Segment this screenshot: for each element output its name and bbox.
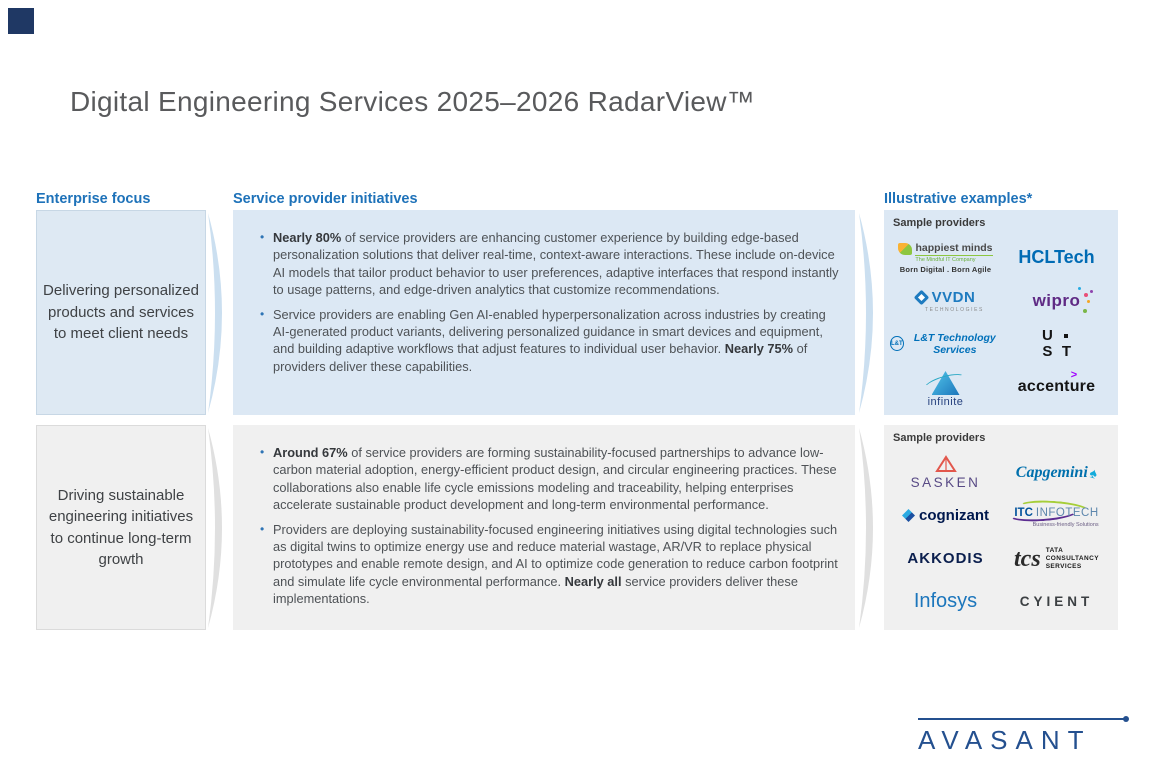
- logo-wipro: wipro: [1032, 286, 1094, 313]
- itc-infotech-wordmark: INFOTECH: [1035, 507, 1099, 519]
- tcs-subline-services: SERVICES: [1045, 562, 1082, 570]
- avasant-line-icon: [918, 716, 1129, 722]
- connector-arrow-gray-2: [859, 428, 873, 628]
- bullet-item: Around 67% of service providers are form…: [259, 444, 839, 514]
- ust-letter-u: U: [1041, 326, 1053, 344]
- logo-infosys: Infosys: [914, 590, 977, 613]
- examples-panel-1: Sample providers happiest minds The Mind…: [884, 210, 1118, 415]
- logo-tcs: tcs TATA CONSULTANCY SERVICES: [1014, 547, 1099, 571]
- happiest-minds-tagline: The Mindful IT Company: [915, 256, 976, 263]
- logo-capgemini: Capgemini ♠: [1015, 463, 1100, 482]
- ust-letter-s: S: [1042, 342, 1053, 360]
- infosys-wordmark: Infosys: [913, 590, 978, 612]
- connector-arrow-blue-2: [859, 213, 873, 413]
- happiest-minds-subline: Born Digital . Born Agile: [899, 264, 992, 274]
- accenture-arrow-icon: >: [1070, 368, 1078, 381]
- tcs-wordmark: tcs: [1014, 545, 1041, 572]
- page-title: Digital Engineering Services 2025–2026 R…: [70, 86, 756, 117]
- lnt-wordmark: L&T Technology Services: [913, 331, 996, 356]
- logo-grid-1: happiest minds The Mindful IT Company Bo…: [890, 236, 1112, 408]
- sample-providers-label-2: Sample providers: [893, 432, 986, 444]
- vvdn-diamond-icon: [913, 289, 929, 305]
- sample-providers-label-1: Sample providers: [893, 217, 986, 229]
- examples-panel-2: Sample providers SASKEN Capgemini ♠ cogn…: [884, 425, 1118, 630]
- happiest-minds-wordmark: happiest minds: [915, 241, 993, 256]
- column-header-examples: Illustrative examples*: [884, 191, 1033, 207]
- logo-akkodis: AKKODIS: [907, 550, 983, 567]
- wipro-dot-icon: [1083, 308, 1088, 313]
- logo-happiest-minds: happiest minds The Mindful IT Company Bo…: [898, 241, 993, 274]
- logo-hcltech: HCLTech: [1018, 247, 1094, 268]
- wipro-dot-icon: [1087, 299, 1091, 303]
- initiatives-panel-1: Nearly 80% of service providers are enha…: [233, 210, 855, 415]
- hcltech-wordmark: HCLTech: [1018, 247, 1095, 267]
- sasken-triangle-icon: [934, 455, 957, 472]
- connector-arrow-gray-1: [208, 428, 222, 628]
- infinite-wordmark: infinite: [927, 396, 964, 408]
- logo-accenture: > accenture: [1017, 369, 1096, 396]
- avasant-logo: AVASANT: [918, 716, 1129, 756]
- logo-infinite: infinite: [921, 365, 969, 408]
- bullet-item: Nearly 80% of service providers are enha…: [259, 229, 839, 299]
- vvdn-subline: TECHNOLOGIES: [925, 306, 984, 313]
- initiatives-bullet-list-1: Nearly 80% of service providers are enha…: [233, 210, 855, 375]
- tcs-subline-consultancy: CONSULTANCY: [1045, 554, 1099, 562]
- initiatives-bullet-list-2: Around 67% of service providers are form…: [233, 425, 855, 608]
- enterprise-focus-box-2: Driving sustainable engineering initiati…: [36, 425, 206, 630]
- avasant-wordmark: AVASANT: [918, 725, 1092, 755]
- itc-wordmark: ITC: [1014, 507, 1033, 519]
- logo-itc-infotech: ITC INFOTECH Business-friendly Solutions: [1007, 498, 1102, 530]
- avasant-dot-icon: [1123, 716, 1129, 722]
- logo-cognizant: cognizant: [902, 507, 989, 524]
- initiatives-panel-2: Around 67% of service providers are form…: [233, 425, 855, 630]
- logo-sasken: SASKEN: [911, 455, 981, 490]
- akkodis-wordmark: AKKODIS: [907, 550, 984, 567]
- capgemini-spade-icon: ♠: [1087, 463, 1100, 482]
- ust-letter-t: T: [1061, 342, 1071, 360]
- itc-tagline: Business-friendly Solutions: [1032, 522, 1099, 528]
- column-header-enterprise-focus: Enterprise focus: [36, 191, 151, 207]
- happiest-minds-butterfly-icon: [898, 242, 913, 255]
- logo-cyient: CYIENT: [1020, 594, 1094, 609]
- corner-accent-square: [8, 8, 34, 34]
- logo-ust: U S T: [1041, 326, 1071, 360]
- wipro-dot-icon: [1078, 286, 1082, 290]
- enterprise-focus-box-1: Delivering personalized products and ser…: [36, 210, 206, 415]
- cognizant-gem-icon: [902, 509, 915, 522]
- cyient-wordmark: CYIENT: [1019, 594, 1094, 609]
- lnt-circle-icon: L&T: [890, 336, 904, 351]
- capgemini-wordmark: Capgemini: [1015, 463, 1088, 481]
- connector-arrow-blue-1: [208, 213, 222, 413]
- logo-vvdn: VVDN TECHNOLOGIES: [907, 289, 984, 313]
- tcs-subline-tata: TATA: [1045, 546, 1064, 554]
- wipro-dot-icon: [1084, 292, 1089, 297]
- logo-grid-2: SASKEN Capgemini ♠ cognizant: [890, 451, 1112, 623]
- accenture-wordmark: accenture: [1017, 377, 1096, 395]
- enterprise-focus-text-2: Driving sustainable engineering initiati…: [48, 486, 194, 569]
- wipro-dot-icon: [1090, 289, 1094, 293]
- bullet-item: Providers are deploying sustainability-f…: [259, 521, 839, 608]
- column-header-initiatives: Service provider initiatives: [233, 191, 418, 207]
- logo-lnt-technology-services: L&T L&T Technology Services: [890, 332, 1001, 356]
- sasken-wordmark: SASKEN: [910, 475, 981, 490]
- vvdn-wordmark: VVDN: [931, 288, 976, 306]
- bullet-item: Service providers are enabling Gen AI-en…: [259, 306, 839, 376]
- cognizant-wordmark: cognizant: [919, 507, 989, 524]
- ust-square-dot-icon: [1064, 333, 1069, 338]
- enterprise-focus-text-1: Delivering personalized products and ser…: [43, 282, 199, 343]
- wipro-wordmark: wipro: [1032, 290, 1081, 310]
